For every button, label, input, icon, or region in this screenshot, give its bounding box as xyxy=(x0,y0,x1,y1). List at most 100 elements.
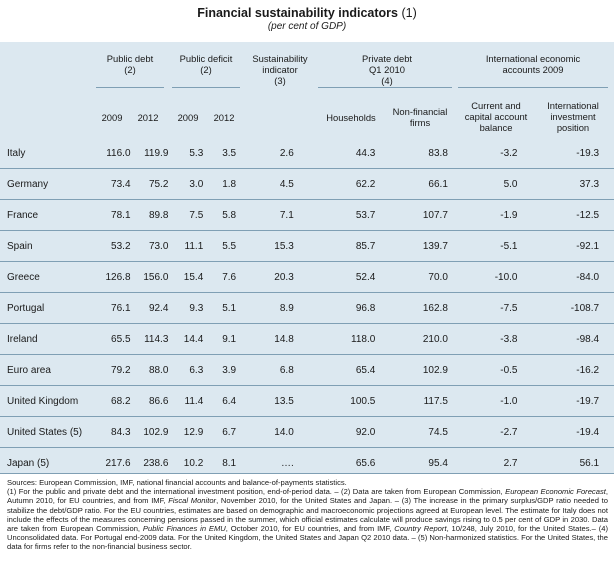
table-row: Italy 116.0 119.9 5.3 3.5 2.6 44.3 83.8 -3.2 -19.… xyxy=(0,138,614,169)
table-row: Portugal 76.1 92.4 9.3 5.1 8.9 96.8 162.8 -7.5 -1… xyxy=(0,292,614,324)
value-cell: 116.0 xyxy=(106,147,131,159)
row-padding xyxy=(599,354,614,386)
value-cell: 7.6 xyxy=(203,261,237,293)
header-international-accounts: International economic accounts 2009 xyxy=(485,53,581,75)
value-cell: -0.5 xyxy=(447,354,518,386)
subheader-2009-deficit: 2009 xyxy=(177,112,199,123)
value-cell: 15.3 xyxy=(236,230,294,262)
value-cell: 5.0 xyxy=(447,168,518,200)
header-sustainability-indicator: Sustainability indicator (3) xyxy=(252,53,308,86)
country-name: Portugal xyxy=(0,292,97,324)
value-cell: 65.5 xyxy=(96,323,131,355)
value-cell: 6.3 xyxy=(168,354,204,386)
value-cell: -12.5 xyxy=(517,199,600,231)
value-cell: -84.0 xyxy=(517,261,600,293)
row-padding xyxy=(599,447,614,478)
value-cell: 1.8 xyxy=(203,168,237,200)
column-headers: Public debt (2) Public deficit (2) Sustain… xyxy=(0,42,614,138)
table-row: Euro area 79.2 88.0 6.3 3.9 6.8 65.4 102.9 -0.5-… xyxy=(0,354,614,386)
value-cell: -98.4 xyxy=(517,323,600,355)
value-cell: -7.5 xyxy=(447,292,518,324)
value-cell: -16.2 xyxy=(517,354,600,386)
table-title: Financial sustainability indicators (1) xyxy=(197,6,417,20)
table-row: Japan (5) 217.6 238.6 10.2 8.1…. 65.6 95.4 2.7 5… xyxy=(0,447,614,478)
value-cell: 65.6 xyxy=(293,447,376,478)
subheader-iip: International investment position xyxy=(547,100,599,133)
country-name: Greece xyxy=(0,261,97,293)
value-cell: 14.8 xyxy=(236,323,294,355)
value-cell: 73.0 xyxy=(130,230,169,262)
value-cell: 37.3 xyxy=(517,168,600,200)
value-cell: 53.7 xyxy=(293,199,376,231)
value-cell: -2.7 xyxy=(447,416,518,448)
value-cell: 7.1 xyxy=(236,199,294,231)
value-cell: 6.4 xyxy=(203,385,237,417)
value-cell: -19.4 xyxy=(517,416,600,448)
value-cell: 117.5 xyxy=(375,385,448,417)
value-cell: 139.7 xyxy=(375,230,448,262)
subheader-current-capital: Current and capital account balance xyxy=(464,100,528,133)
value-cell: 3.5 xyxy=(222,147,237,159)
header-public-deficit: Public deficit (2) xyxy=(179,53,233,75)
value-cell: 100.5 xyxy=(293,385,376,417)
value-cell: 15.4 xyxy=(168,261,204,293)
subheader-2012-debt: 2012 xyxy=(137,112,159,123)
value-cell: 102.9 xyxy=(375,354,448,386)
value-cell: -10.0 xyxy=(447,261,518,293)
value-cell: -19.3 xyxy=(576,147,600,159)
table-row: France 78.1 89.8 7.5 5.8 7.1 53.7 107.7 -1.9 -12.… xyxy=(0,199,614,231)
sources-note: Sources: European Commission, IMF, natio… xyxy=(7,478,347,487)
row-padding xyxy=(599,292,614,324)
value-cell: 11.1 xyxy=(168,230,204,262)
value-cell: 76.1 xyxy=(96,292,131,324)
value-cell: -3.2 xyxy=(500,147,518,159)
value-cell: 62.2 xyxy=(293,168,376,200)
value-cell: …. xyxy=(236,447,294,478)
value-cell: 44.3 xyxy=(355,147,376,159)
country-name: Italy xyxy=(7,147,26,159)
value-cell: 3.9 xyxy=(203,354,237,386)
value-cell: 53.2 xyxy=(96,230,131,262)
value-cell: -92.1 xyxy=(517,230,600,262)
value-cell: 8.1 xyxy=(203,447,237,478)
value-cell: 119.9 xyxy=(144,147,169,159)
country-name: France xyxy=(0,199,97,231)
underline-private-debt xyxy=(318,87,452,88)
subheader-nonfinancial-firms: Non-financial firms xyxy=(392,106,448,128)
country-name: Ireland xyxy=(0,323,97,355)
title-area: Financial sustainability indicators (1) … xyxy=(0,0,614,42)
value-cell: 66.1 xyxy=(375,168,448,200)
footnotes: Sources: European Commission, IMF, natio… xyxy=(0,473,614,578)
row-padding xyxy=(599,416,614,448)
value-cell: 7.5 xyxy=(168,199,204,231)
value-cell: 8.9 xyxy=(236,292,294,324)
underline-public-deficit xyxy=(172,87,240,88)
value-cell: 12.9 xyxy=(168,416,204,448)
value-cell: 2.7 xyxy=(447,447,518,478)
value-cell: 89.8 xyxy=(130,199,169,231)
value-cell: -1.9 xyxy=(447,199,518,231)
value-cell: 78.1 xyxy=(96,199,131,231)
value-cell: 6.8 xyxy=(236,354,294,386)
value-cell: 5.1 xyxy=(203,292,237,324)
underline-international xyxy=(458,87,608,88)
value-cell: 4.5 xyxy=(236,168,294,200)
value-cell: 73.4 xyxy=(96,168,131,200)
value-cell: 217.6 xyxy=(96,447,131,478)
value-cell: 65.4 xyxy=(293,354,376,386)
footnote-text: (1) For the public and private debt and … xyxy=(7,487,608,552)
value-cell: -5.1 xyxy=(447,230,518,262)
indicators-table: Italy 116.0 119.9 5.3 3.5 2.6 44.3 83.8 -3.2 -19.… xyxy=(0,138,614,478)
table-row: Germany 73.4 75.2 3.0 1.8 4.5 62.2 66.1 5.0 37.3 xyxy=(0,168,614,200)
table-row: Ireland 65.5 114.3 14.4 9.1 14.8 118.0 210.0 -3.… xyxy=(0,323,614,355)
row-padding xyxy=(599,323,614,355)
value-cell: -108.7 xyxy=(517,292,600,324)
value-cell: 52.4 xyxy=(293,261,376,293)
value-cell: 5.3 xyxy=(189,147,204,159)
value-cell: 210.0 xyxy=(375,323,448,355)
value-cell: 92.0 xyxy=(293,416,376,448)
subheader-2009-debt: 2009 xyxy=(101,112,123,123)
value-cell: 20.3 xyxy=(236,261,294,293)
value-cell: 88.0 xyxy=(130,354,169,386)
